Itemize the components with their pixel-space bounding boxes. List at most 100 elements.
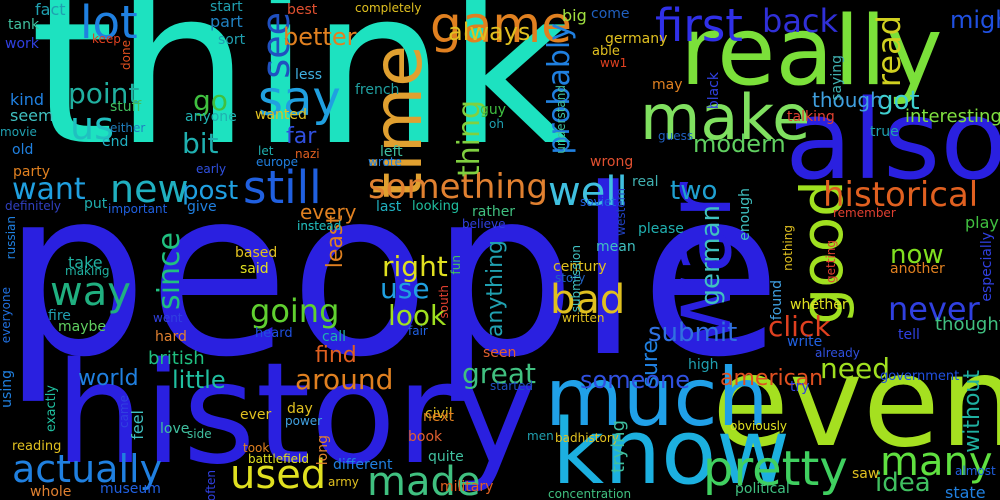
- word-wrote: wrote: [368, 155, 402, 169]
- word-read: read: [870, 15, 908, 88]
- word-sort: sort: [218, 32, 246, 48]
- word-modern: modern: [693, 130, 786, 158]
- word-kind: kind: [10, 90, 45, 109]
- word-game: game: [430, 0, 572, 54]
- word-far: far: [286, 124, 317, 149]
- word-actually: actually: [12, 447, 163, 491]
- word-done: done: [119, 40, 133, 70]
- word-german: german: [696, 205, 726, 306]
- word-maybe: maybe: [58, 319, 107, 335]
- word-nazi: nazi: [295, 147, 320, 161]
- word-seen: seen: [483, 345, 517, 361]
- word-important: important: [108, 202, 168, 216]
- word-men: men: [527, 429, 554, 443]
- word-using: using: [0, 370, 15, 408]
- word-tell: tell: [898, 327, 920, 343]
- word-germany: germany: [605, 31, 668, 47]
- word-found: found: [769, 280, 785, 321]
- word-political: political: [735, 481, 790, 497]
- word-looking: looking: [412, 199, 460, 214]
- word-able: able: [592, 44, 620, 59]
- word-often: often: [204, 470, 218, 500]
- word-last: last: [376, 199, 402, 215]
- word-make: make: [640, 81, 811, 154]
- word-pretty: pretty: [703, 441, 848, 497]
- word-know: know: [552, 400, 790, 500]
- word-may: may: [652, 77, 683, 93]
- word-keep: keep: [92, 32, 121, 46]
- word-someone: someone: [580, 366, 690, 394]
- word-black: black: [706, 72, 722, 110]
- word-end: end: [102, 134, 129, 150]
- word-interesting: interesting: [905, 106, 1000, 127]
- word-find: find: [315, 343, 357, 368]
- word-though: though: [812, 88, 883, 112]
- word-click: click: [768, 310, 831, 343]
- word-wanted: wanted: [255, 107, 307, 123]
- word-first: first: [655, 0, 743, 52]
- word-fun: fun: [449, 255, 463, 275]
- word-trying: trying: [608, 420, 629, 473]
- word-old: old: [12, 142, 34, 158]
- word-love: love: [160, 421, 190, 437]
- word-mean: mean: [596, 239, 636, 255]
- word-work: work: [5, 36, 39, 52]
- word-battlefield: battlefield: [248, 452, 309, 466]
- word-guy: guy: [480, 102, 507, 118]
- word-another: another: [890, 261, 945, 277]
- word-military: military: [440, 479, 494, 495]
- word-getting: getting: [824, 240, 838, 283]
- word-completely: completely: [355, 1, 422, 15]
- word-idea: idea: [875, 468, 931, 498]
- word-oh: oh: [489, 117, 504, 131]
- word-early: early: [196, 162, 227, 176]
- word-world: world: [78, 366, 139, 391]
- word-russian: russian: [4, 216, 18, 260]
- word-state: state: [945, 483, 986, 500]
- word-enough: enough: [737, 188, 753, 241]
- word-even: even: [712, 330, 1000, 475]
- word-well: well: [548, 169, 628, 215]
- word-best: best: [287, 2, 318, 18]
- word-please: please: [638, 221, 684, 237]
- word-fair: fair: [408, 324, 428, 338]
- word-true: true: [870, 124, 899, 140]
- word-side: side: [187, 427, 212, 441]
- word-civil: civil: [425, 406, 453, 422]
- word-need: need: [820, 352, 890, 385]
- word-almost: almost: [955, 464, 996, 478]
- word-french: french: [355, 82, 400, 98]
- word-ww1: ww1: [600, 56, 628, 70]
- word-exactly: exactly: [44, 385, 59, 432]
- word-either: either: [110, 121, 146, 135]
- word-definitely: definitely: [5, 199, 62, 213]
- word-power: power: [285, 414, 323, 428]
- word-something: something: [368, 167, 549, 207]
- word-everyone: everyone: [0, 287, 13, 344]
- word-saying: saying: [829, 55, 845, 101]
- word-history: history: [55, 333, 537, 496]
- word-really: really: [680, 0, 943, 107]
- word-lot: lot: [80, 0, 138, 49]
- word-try: try: [790, 379, 810, 395]
- word-europe: europe: [256, 155, 298, 169]
- word-museum: museum: [100, 481, 161, 497]
- word-wrong: wrong: [590, 154, 634, 170]
- word-badhistory: badhistory: [555, 431, 619, 445]
- word-think: think: [30, 0, 572, 193]
- word-great: great: [462, 357, 537, 390]
- word-submit: submit: [648, 318, 738, 348]
- word-instead: instead: [297, 219, 342, 233]
- word-better: better: [283, 23, 357, 51]
- word-historical: historical: [823, 175, 979, 215]
- word-play: play: [965, 213, 999, 232]
- word-day: day: [287, 401, 313, 417]
- word-understand: understand: [554, 85, 568, 154]
- word-sure: sure: [638, 340, 663, 388]
- word-back: back: [762, 2, 839, 40]
- word-made: made: [367, 459, 481, 500]
- word-went: went: [153, 311, 183, 325]
- word-put: put: [84, 196, 108, 212]
- word-going: going: [250, 292, 340, 330]
- word-already: already: [815, 346, 860, 360]
